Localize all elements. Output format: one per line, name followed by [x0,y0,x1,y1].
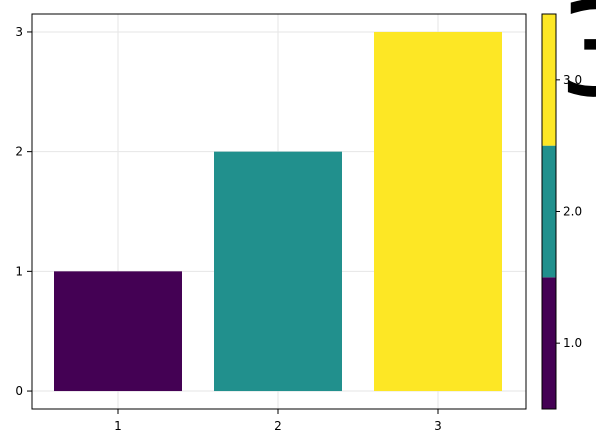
colorbar-segment [542,14,556,146]
y-tick-label: 1 [15,264,23,278]
bar [374,31,502,392]
colorbar-tick-label: 1.0 [563,336,582,350]
y-tick-label: 3 [15,25,23,39]
x-tick-label: 1 [114,419,122,433]
colorbar-segment [542,277,556,409]
colorbar-tick-label: 3.0 [563,73,582,87]
bar [214,151,342,392]
x-tick-label: 2 [274,419,282,433]
colorbar-tick-label: 2.0 [563,205,582,219]
bar [54,271,182,392]
colorbar-segment [542,145,556,278]
x-tick-label: 3 [434,419,442,433]
annotation: 3 [558,0,596,126]
y-tick-label: 2 [15,145,23,159]
plot-frame [31,13,527,410]
y-tick-label: 0 [15,384,23,398]
